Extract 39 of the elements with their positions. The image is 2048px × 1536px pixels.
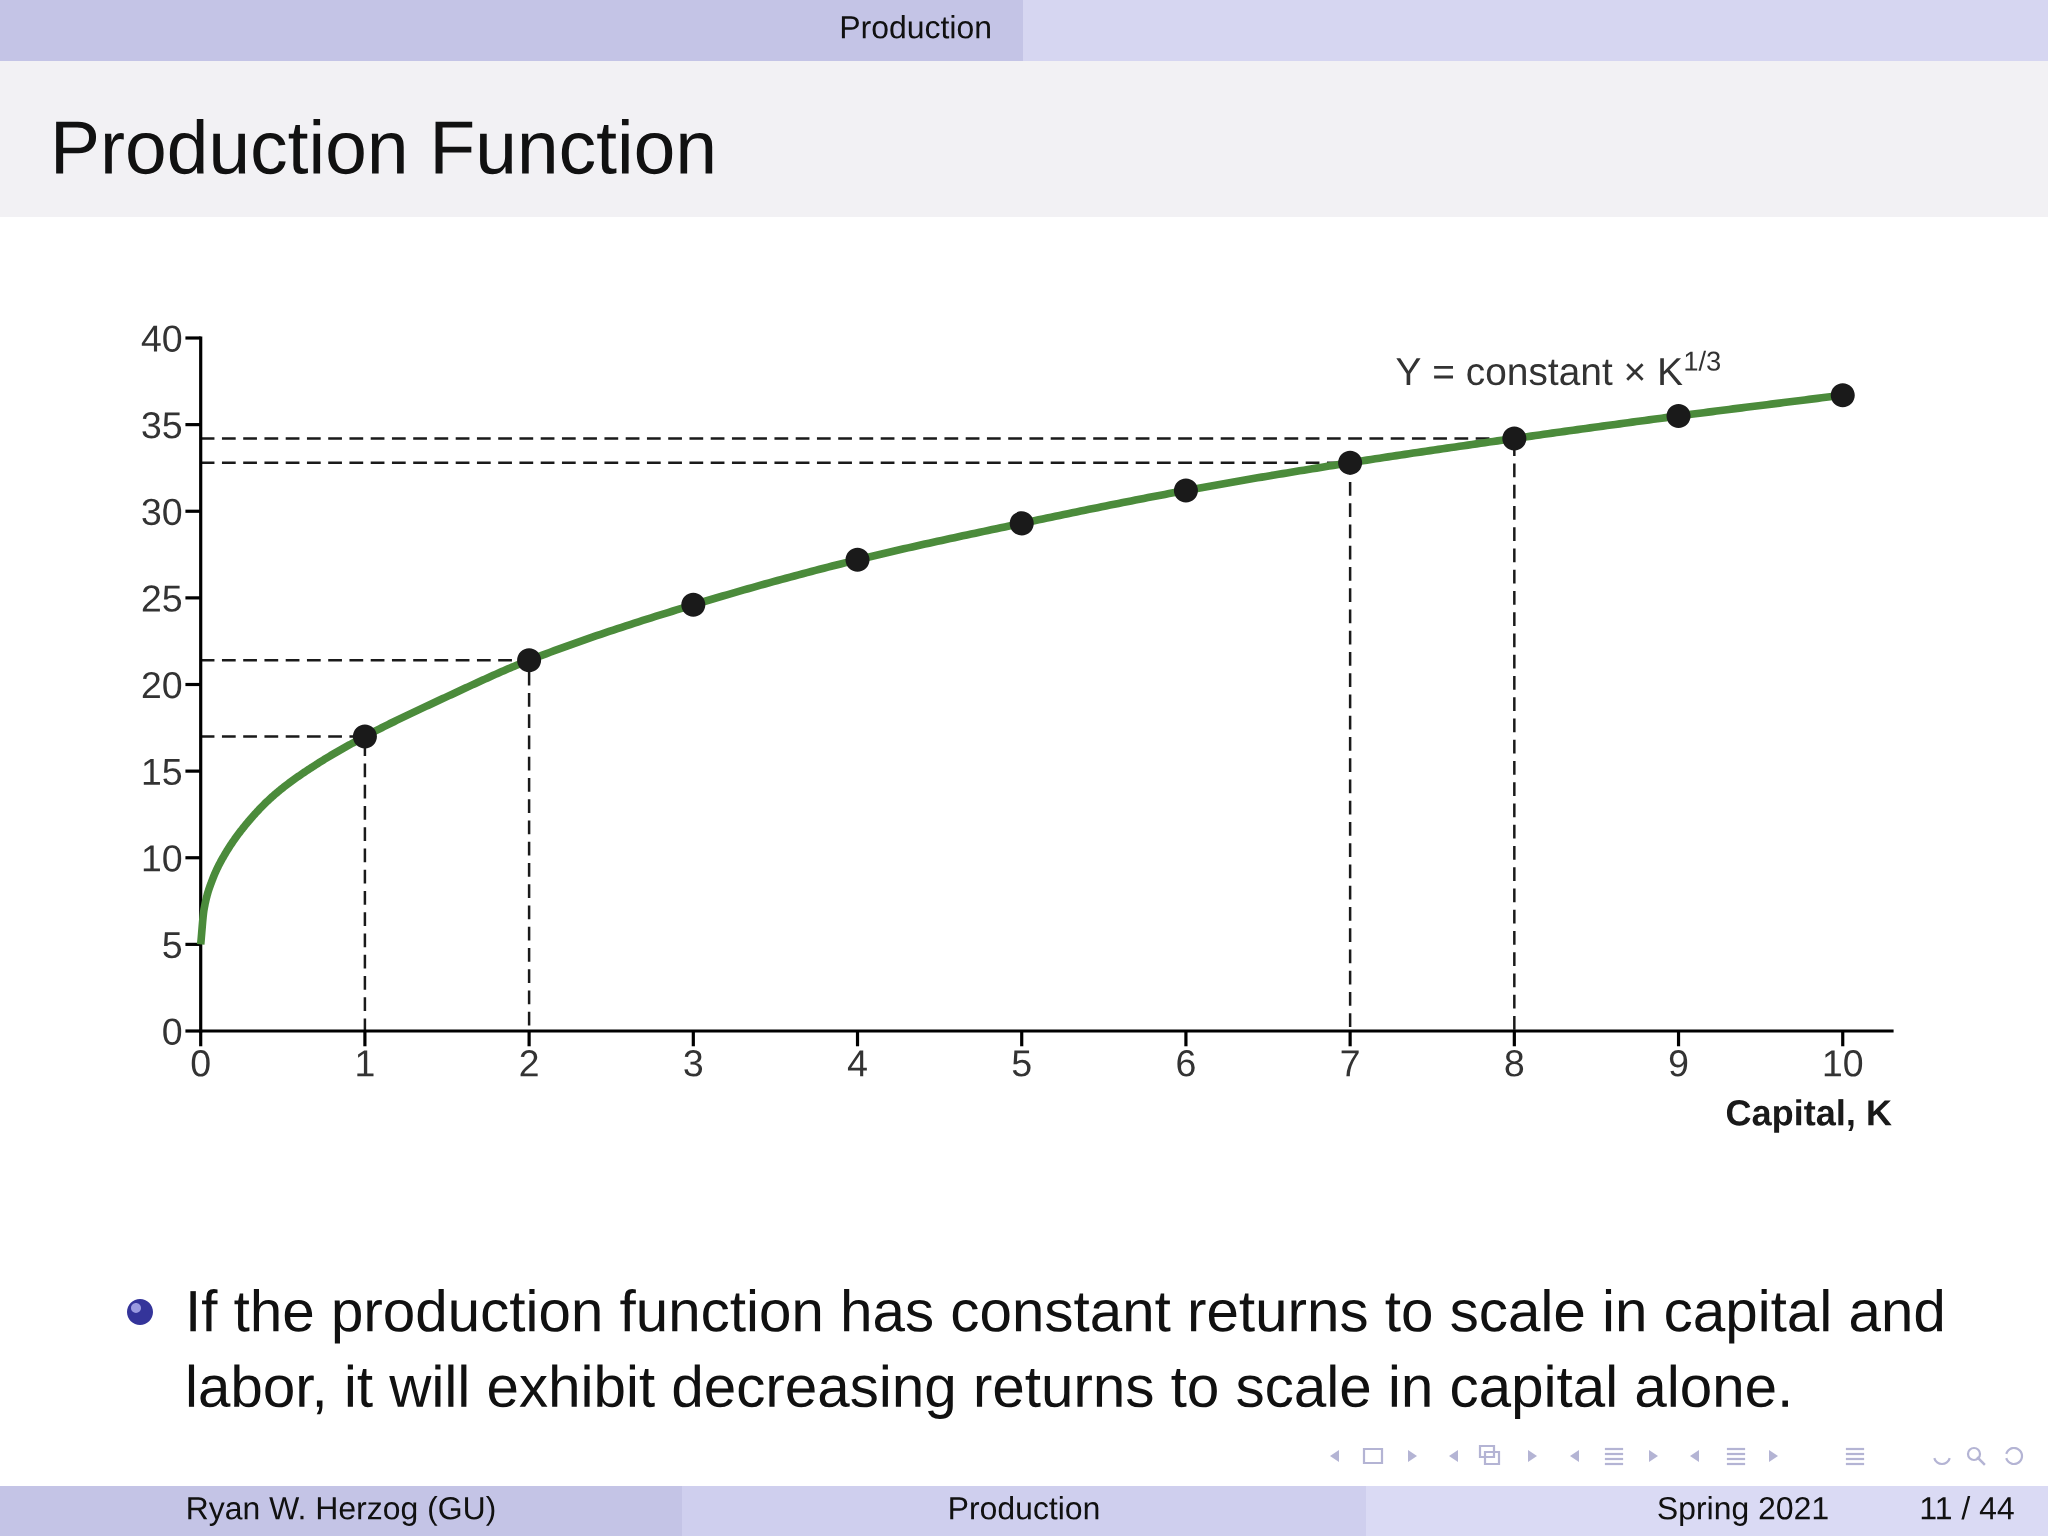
x-tick-label: 2 — [520, 1050, 538, 1077]
x-axis-title: Capital, K — [1726, 1099, 1892, 1133]
text: 11 / 44 — [1921, 1496, 2014, 1520]
point — [1666, 403, 1691, 428]
point — [1502, 426, 1527, 451]
y-tick-label: 10 — [143, 845, 182, 872]
x-tick-label: 5 — [1012, 1050, 1031, 1077]
text: Production — [950, 1496, 1099, 1520]
point — [1173, 478, 1198, 503]
y-tick-label: 25 — [142, 585, 182, 612]
x-tick-label: 8 — [1505, 1050, 1524, 1077]
x-tick-label: 0 — [191, 1050, 210, 1077]
text: Production — [841, 15, 990, 39]
x-tick-label: 3 — [684, 1050, 703, 1077]
y-tick-label: 20 — [142, 671, 182, 699]
annotation: Y = constant × K$^{1/3}$ — [1396, 350, 1720, 386]
point — [517, 648, 542, 673]
text: If the production function has constant returns to scale in capital and labor, it will exhibit decreasing returns to scale in capital alone. — [188, 1289, 1943, 1419]
point — [1830, 383, 1855, 408]
point — [681, 592, 706, 617]
y-tick-label: 40 — [141, 325, 182, 352]
text: Spring 2021 — [1658, 1496, 1828, 1526]
chart-title: Production Function — [56, 119, 713, 175]
x-tick-label: 10 — [1824, 1050, 1863, 1077]
y-tick-label: 5 — [163, 932, 182, 959]
x-tick-label: 7 — [1341, 1050, 1359, 1077]
y-tick-label: 0 — [163, 1018, 182, 1045]
point — [1338, 450, 1363, 475]
x-tick-label: 1 — [357, 1050, 374, 1077]
y-tick-label: 35 — [142, 412, 182, 439]
y-tick-label: 30 — [142, 498, 182, 526]
text: Ryan W. Herzog (GU) — [188, 1496, 495, 1526]
point — [845, 547, 870, 572]
x-tick-label: 9 — [1669, 1050, 1688, 1077]
x-tick-label: 6 — [1177, 1050, 1195, 1077]
point — [352, 724, 377, 749]
x-tick-label: 4 — [847, 1050, 867, 1077]
y-tick-label: 15 — [143, 758, 182, 786]
point — [1009, 511, 1034, 536]
